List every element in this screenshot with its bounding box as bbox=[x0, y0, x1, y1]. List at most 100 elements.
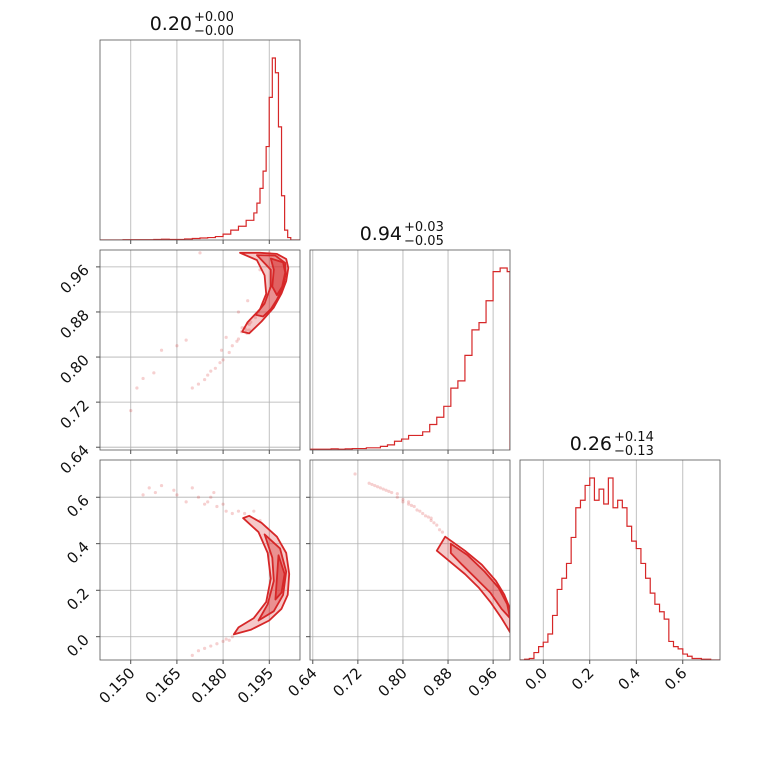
sample-point bbox=[243, 511, 247, 516]
title-upper-error: +0.00 bbox=[194, 10, 234, 25]
sample-point bbox=[212, 490, 216, 495]
sample-point bbox=[353, 472, 357, 476]
title-param-c: 0.26 +0.14−0.13 bbox=[570, 430, 654, 459]
scatter-panel-param-b-param-c: 0.64 0.72 0.80 0.88 0.96 bbox=[284, 459, 511, 700]
sample-point bbox=[418, 509, 422, 513]
y-tick-label: 0.4 bbox=[63, 538, 93, 568]
sample-point bbox=[247, 328, 251, 332]
panel-frame bbox=[99, 249, 301, 451]
y-tick-label: 0.80 bbox=[56, 351, 92, 387]
sample-point bbox=[203, 377, 207, 382]
sample-point bbox=[196, 382, 201, 386]
sample-point bbox=[224, 509, 228, 513]
sample-point bbox=[378, 486, 383, 490]
contour-line bbox=[254, 254, 287, 318]
sample-point bbox=[190, 653, 194, 657]
sample-point bbox=[381, 487, 385, 491]
sample-point bbox=[230, 511, 234, 516]
contour-fill bbox=[233, 515, 290, 635]
sample-point bbox=[421, 511, 425, 516]
sample-point bbox=[429, 516, 433, 520]
sample-point bbox=[219, 348, 224, 352]
hist-panel-param-c: 0.0 0.2 0.4 0.6 bbox=[519, 459, 721, 694]
y-tick-label: 0.2 bbox=[63, 584, 93, 614]
sample-point bbox=[172, 488, 176, 492]
x-tick-label: 0.4 bbox=[615, 664, 645, 694]
title-param-b: 0.94 +0.03−0.05 bbox=[360, 220, 444, 249]
contour-line bbox=[435, 535, 510, 633]
contour-line bbox=[449, 542, 510, 619]
sample-point bbox=[221, 358, 225, 362]
panel-frame bbox=[99, 39, 301, 241]
x-tick-label: 0.72 bbox=[329, 664, 365, 700]
density-layer bbox=[353, 472, 510, 633]
sample-point bbox=[135, 386, 139, 390]
sample-point bbox=[213, 366, 217, 370]
sample-point bbox=[244, 328, 248, 332]
sample-point bbox=[367, 481, 371, 485]
title-lower-error: −0.05 bbox=[404, 234, 444, 249]
sample-point bbox=[409, 503, 414, 507]
sample-point bbox=[406, 502, 411, 506]
x-tick-label: 0.64 bbox=[284, 664, 320, 700]
sample-point bbox=[387, 489, 391, 493]
sample-point bbox=[221, 502, 225, 506]
sample-point bbox=[203, 646, 207, 650]
sample-point bbox=[224, 335, 228, 339]
title-upper-error: +0.14 bbox=[614, 430, 654, 445]
sample-point bbox=[227, 638, 231, 642]
sample-point bbox=[175, 344, 179, 348]
sample-point bbox=[230, 344, 234, 348]
sample-point bbox=[224, 637, 228, 641]
histogram-param-a bbox=[100, 57, 300, 240]
x-tick-label: 0.165 bbox=[142, 664, 185, 707]
histogram-param-b bbox=[310, 267, 510, 450]
x-tick-label: 0.150 bbox=[95, 664, 138, 707]
sample-point bbox=[415, 508, 419, 512]
contour-line bbox=[269, 257, 287, 296]
title-upper-error: +0.03 bbox=[404, 220, 444, 235]
contour-fill bbox=[240, 252, 289, 334]
y-tick-label: 0.64 bbox=[56, 441, 92, 477]
sample-point bbox=[376, 485, 380, 489]
sample-point bbox=[249, 320, 253, 324]
title-lower-error: −0.13 bbox=[614, 444, 654, 459]
y-tick-label: 0.88 bbox=[56, 306, 92, 342]
sample-point bbox=[152, 371, 156, 375]
sample-point bbox=[373, 483, 377, 488]
sample-point bbox=[401, 497, 405, 502]
contour-fill bbox=[436, 536, 510, 633]
sample-point bbox=[175, 493, 179, 497]
contour-fill bbox=[255, 255, 286, 317]
sample-point bbox=[230, 635, 234, 639]
x-tick-label: 0.80 bbox=[374, 664, 410, 700]
sample-point bbox=[247, 322, 251, 326]
sample-point bbox=[196, 495, 201, 499]
sample-point bbox=[184, 338, 188, 342]
sample-point bbox=[384, 488, 388, 492]
sample-point bbox=[236, 337, 241, 341]
sample-point bbox=[196, 649, 201, 653]
sample-point bbox=[190, 386, 194, 390]
histogram-param-c bbox=[520, 477, 720, 660]
title-value: 0.26 bbox=[570, 433, 612, 455]
sample-point bbox=[440, 530, 444, 534]
x-tick-label: 0.6 bbox=[661, 664, 691, 694]
sample-point bbox=[236, 310, 241, 314]
sample-point bbox=[437, 528, 442, 532]
x-tick-label: 0.195 bbox=[234, 664, 277, 707]
panel-frame bbox=[519, 459, 721, 661]
sample-point bbox=[412, 504, 416, 509]
density-layer bbox=[141, 483, 291, 657]
sample-point bbox=[370, 482, 374, 487]
sample-point bbox=[235, 339, 239, 343]
sample-point bbox=[198, 251, 202, 255]
sample-point bbox=[206, 500, 210, 504]
sample-point bbox=[147, 486, 151, 490]
hist-panel-param-b bbox=[309, 249, 511, 454]
sample-point bbox=[141, 493, 145, 497]
contour-fill bbox=[275, 555, 285, 600]
x-tick-label: 0.88 bbox=[420, 664, 456, 700]
sample-point bbox=[159, 348, 164, 352]
